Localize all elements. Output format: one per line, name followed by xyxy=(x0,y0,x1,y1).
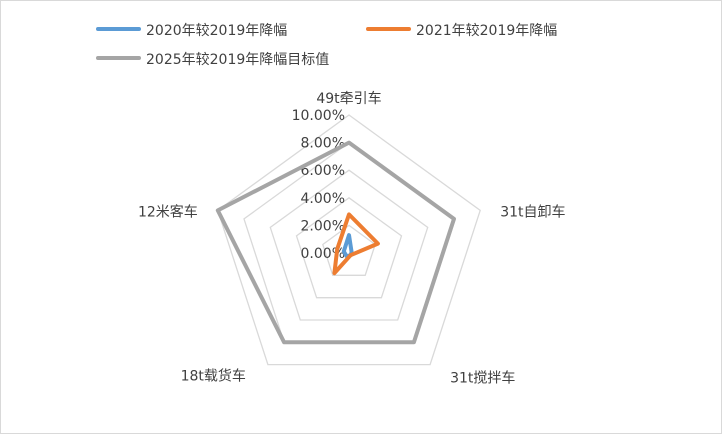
category-label: 12米客车 xyxy=(138,203,198,220)
category-label: 49t牵引车 xyxy=(316,90,381,107)
tick-label: 8.00% xyxy=(301,136,345,152)
category-label: 18t载货车 xyxy=(181,368,246,385)
grid-ring xyxy=(322,224,376,276)
tick-label: 6.00% xyxy=(301,163,345,179)
legend: 2020年较2019年降幅 2021年较2019年降幅 2025年较2019年降… xyxy=(96,23,557,68)
grid-ring xyxy=(217,114,481,366)
grid-ring xyxy=(269,169,429,321)
radar-series xyxy=(215,140,456,345)
legend-label-series-2: 2021年较2019年降幅 xyxy=(416,23,557,39)
series-3-line xyxy=(215,140,456,345)
category-label: 31t自卸车 xyxy=(500,203,565,220)
legend-label-series-3: 2025年较2019年降幅目标值 xyxy=(146,52,329,68)
tick-label: 2.00% xyxy=(301,218,345,234)
tick-label: 4.00% xyxy=(301,191,345,207)
radar-category-labels: 49t牵引车 31t自卸车 31t搅拌车 18t载货车 12米客车 xyxy=(138,90,566,387)
tick-label: 0.00% xyxy=(301,246,345,262)
series-2-line xyxy=(332,212,380,276)
radar-ticks: 0.00% 2.00% 4.00% 6.00% 8.00% 10.00% xyxy=(292,108,345,262)
grid-ring xyxy=(295,196,403,299)
category-label: 31t搅拌车 xyxy=(450,370,515,387)
legend-label-series-1: 2020年较2019年降幅 xyxy=(146,23,287,39)
tick-label: 10.00% xyxy=(292,108,345,124)
